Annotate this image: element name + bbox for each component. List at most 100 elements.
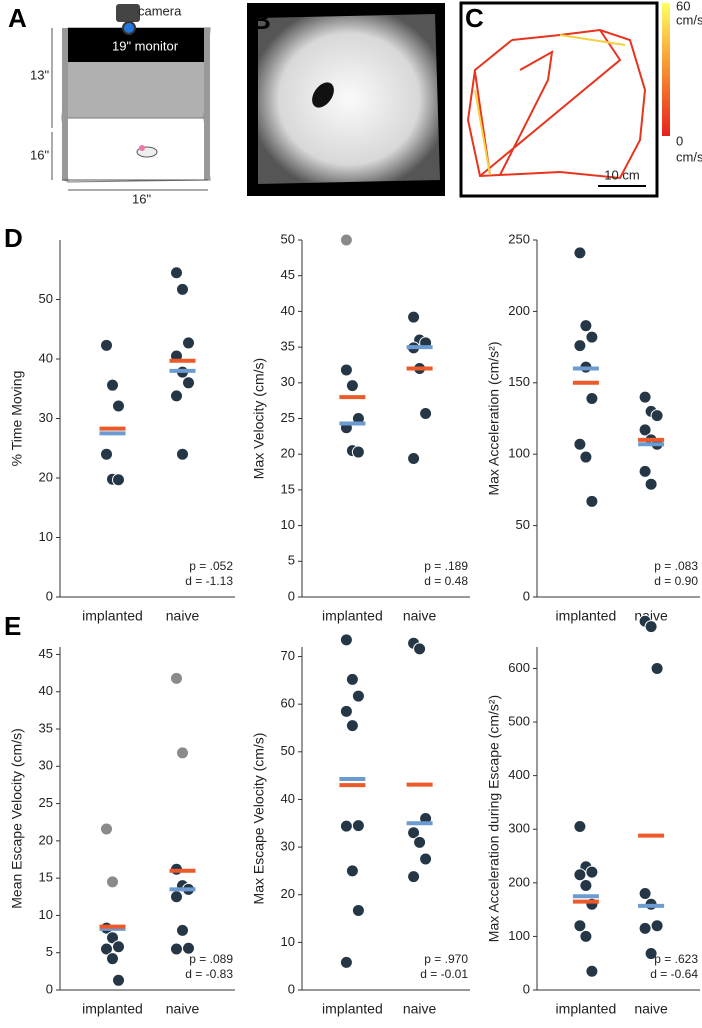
data-point: [650, 409, 664, 423]
stat-annotation: p = .052: [189, 559, 233, 573]
data-point: [345, 864, 359, 878]
data-point: [644, 620, 658, 634]
data-point: [585, 330, 599, 344]
data-point: [339, 955, 353, 969]
y-tick-label: 15: [39, 870, 53, 885]
y-tick-label: 300: [508, 821, 530, 836]
y-tick-label: 45: [281, 267, 295, 282]
y-tick-label: 40: [39, 350, 53, 365]
y-tick-label: 5: [288, 553, 295, 568]
setup-diagram: [51, 4, 211, 191]
data-point: [413, 642, 427, 656]
y-tick-label: 400: [508, 767, 530, 782]
y-tick-label: 600: [508, 660, 530, 675]
data-point: [351, 689, 365, 703]
y-tick-label: 50: [39, 291, 53, 306]
stat-annotation: p = .623: [654, 952, 698, 966]
data-point: [407, 310, 421, 324]
y-axis-label: Max Acceleration (cm/s²): [486, 341, 502, 495]
data-point: [407, 451, 421, 465]
data-point: [106, 378, 119, 392]
trajectory-plot: [459, 1, 670, 198]
y-tick-label: 35: [281, 339, 295, 354]
data-point: [644, 947, 658, 961]
data-point: [351, 445, 365, 459]
y-tick-label: 20: [39, 469, 53, 484]
data-point: [573, 820, 587, 834]
data-point: [579, 878, 593, 892]
data-point: [638, 887, 652, 901]
data-point: [351, 819, 365, 833]
y-tick-label: 0: [46, 588, 53, 603]
x-tick-label: implanted: [556, 608, 617, 624]
data-point: [106, 931, 119, 945]
stat-annotation: d = -0.01: [420, 967, 468, 981]
y-tick-label: 25: [39, 795, 53, 810]
data-point: [638, 390, 652, 404]
y-tick-label: 20: [281, 886, 295, 901]
y-tick-label: 30: [281, 374, 295, 389]
y-axis-label: % Time Moving: [9, 371, 25, 467]
arena-photo: [247, 3, 445, 196]
y-tick-label: 100: [508, 928, 530, 943]
colorbar-label: 0: [676, 133, 683, 148]
y-tick-label: 20: [281, 446, 295, 461]
y-tick-label: 40: [281, 791, 295, 806]
data-point: [339, 704, 353, 718]
stat-annotation: p = .083: [654, 559, 698, 573]
data-point: [573, 868, 587, 882]
camera-label: camera: [138, 3, 182, 18]
stat-annotation: p = .189: [424, 559, 468, 573]
stat-annotation: d = 0.90: [654, 574, 698, 588]
y-axis-label: Max Acceleration during Escape (cm/s²): [486, 695, 502, 942]
data-point: [345, 672, 359, 686]
data-point: [176, 282, 189, 296]
data-point: [579, 319, 593, 333]
y-tick-label: 25: [281, 410, 295, 425]
y-tick-label: 30: [281, 839, 295, 854]
stat-annotation: d = -1.13: [185, 574, 233, 588]
data-point: [176, 746, 189, 760]
x-tick-label: implanted: [322, 608, 383, 624]
data-point: [176, 923, 189, 937]
colorbar-label: cm/s: [676, 149, 702, 164]
y-tick-label: 10: [281, 517, 295, 532]
data-point: [419, 852, 433, 866]
width-label: 16": [132, 191, 151, 206]
colorbar-label: cm/s: [676, 12, 702, 27]
y-tick-label: 250: [508, 231, 530, 246]
data-point: [585, 865, 599, 879]
y-tick-label: 10: [39, 907, 53, 922]
y-tick-label: 100: [508, 446, 530, 461]
scale-bar-label: 10 cm: [604, 167, 639, 182]
data-point: [182, 336, 195, 350]
x-tick-label: implanted: [322, 1001, 383, 1017]
data-point: [419, 407, 433, 421]
data-point: [100, 822, 113, 836]
data-point: [106, 875, 119, 889]
stat-annotation: p = .970: [424, 952, 468, 966]
x-tick-label: naive: [166, 608, 200, 624]
data-point: [407, 826, 421, 840]
y-tick-label: 70: [281, 648, 295, 663]
y-tick-label: 50: [281, 743, 295, 758]
data-point: [170, 671, 183, 685]
x-tick-label: implanted: [82, 608, 143, 624]
data-point: [585, 494, 599, 508]
y-tick-label: 500: [508, 713, 530, 728]
y-tick-label: 45: [39, 646, 53, 661]
y-tick-label: 50: [516, 517, 530, 532]
x-tick-label: naive: [634, 1001, 668, 1017]
data-point: [182, 376, 195, 390]
y-tick-label: 15: [281, 481, 295, 496]
data-point: [112, 473, 125, 487]
data-point: [638, 464, 652, 478]
y-tick-label: 10: [281, 934, 295, 949]
data-point: [170, 266, 183, 280]
data-point: [638, 423, 652, 437]
y-tick-label: 0: [288, 588, 295, 603]
y-tick-label: 50: [281, 231, 295, 246]
data-point: [579, 929, 593, 943]
panel-label: A: [8, 3, 27, 33]
data-point: [100, 447, 113, 461]
